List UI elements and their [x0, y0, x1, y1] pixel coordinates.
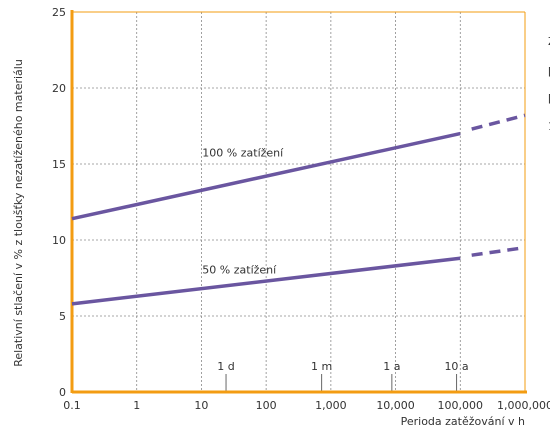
x-tick-labels: 0.1 1 10 100 1,000 10,000 100,000 1,000,000: [63, 399, 550, 412]
y-tick-label: 5: [59, 310, 66, 323]
x-tick-label: 100: [256, 399, 277, 412]
clipped-text-fragment: [: [548, 92, 550, 105]
y-tick-label: 25: [52, 6, 66, 19]
series-label: 100 % zatížení: [202, 146, 284, 159]
y-tick-label: 15: [52, 158, 66, 171]
y-axis-title: Relativní stlačení v % z tloušťky nezatí…: [12, 59, 25, 367]
x-tick-label: 0.1: [63, 399, 81, 412]
series-line-dashed: [471, 113, 526, 131]
x-tick-label: 100,000: [438, 399, 484, 412]
x-tick-label: 1,000,000: [497, 399, 550, 412]
clipped-text-fragment: Z: [548, 35, 550, 48]
annotation-markers: 1 d 1 m 1 a 10 a: [217, 360, 469, 392]
clipped-text-fragment: [: [548, 65, 550, 78]
annotation-label: 10 a: [444, 360, 468, 373]
series-line-dashed: [471, 245, 526, 257]
clipped-text-fragment: 1: [548, 120, 550, 133]
y-tick-label: 10: [52, 234, 66, 247]
clipped-side-text: Z [ [1: [548, 35, 550, 133]
y-tick-labels: 0 5 10 15 20 25: [52, 6, 66, 399]
y-tick-label: 0: [59, 386, 66, 399]
series-line-solid: [71, 256, 461, 306]
x-tick-label: 10,000: [376, 399, 415, 412]
annotation-label: 1 a: [383, 360, 400, 373]
annotation-label: 1 d: [217, 360, 234, 373]
series-line-solid: [71, 131, 461, 221]
grid: [72, 12, 525, 392]
x-tick-label: 10: [194, 399, 208, 412]
x-axis-title: Perioda zatěžování v h: [401, 415, 525, 428]
plot-frame: [70, 10, 527, 394]
x-tick-label: 1: [133, 399, 140, 412]
annotation-label: 1 m: [311, 360, 332, 373]
y-tick-label: 20: [52, 82, 66, 95]
series-lines: 100 % zatížení 50 % zatížení: [71, 113, 526, 306]
series-label: 50 % zatížení: [202, 263, 277, 276]
x-tick-label: 1,000: [315, 399, 347, 412]
